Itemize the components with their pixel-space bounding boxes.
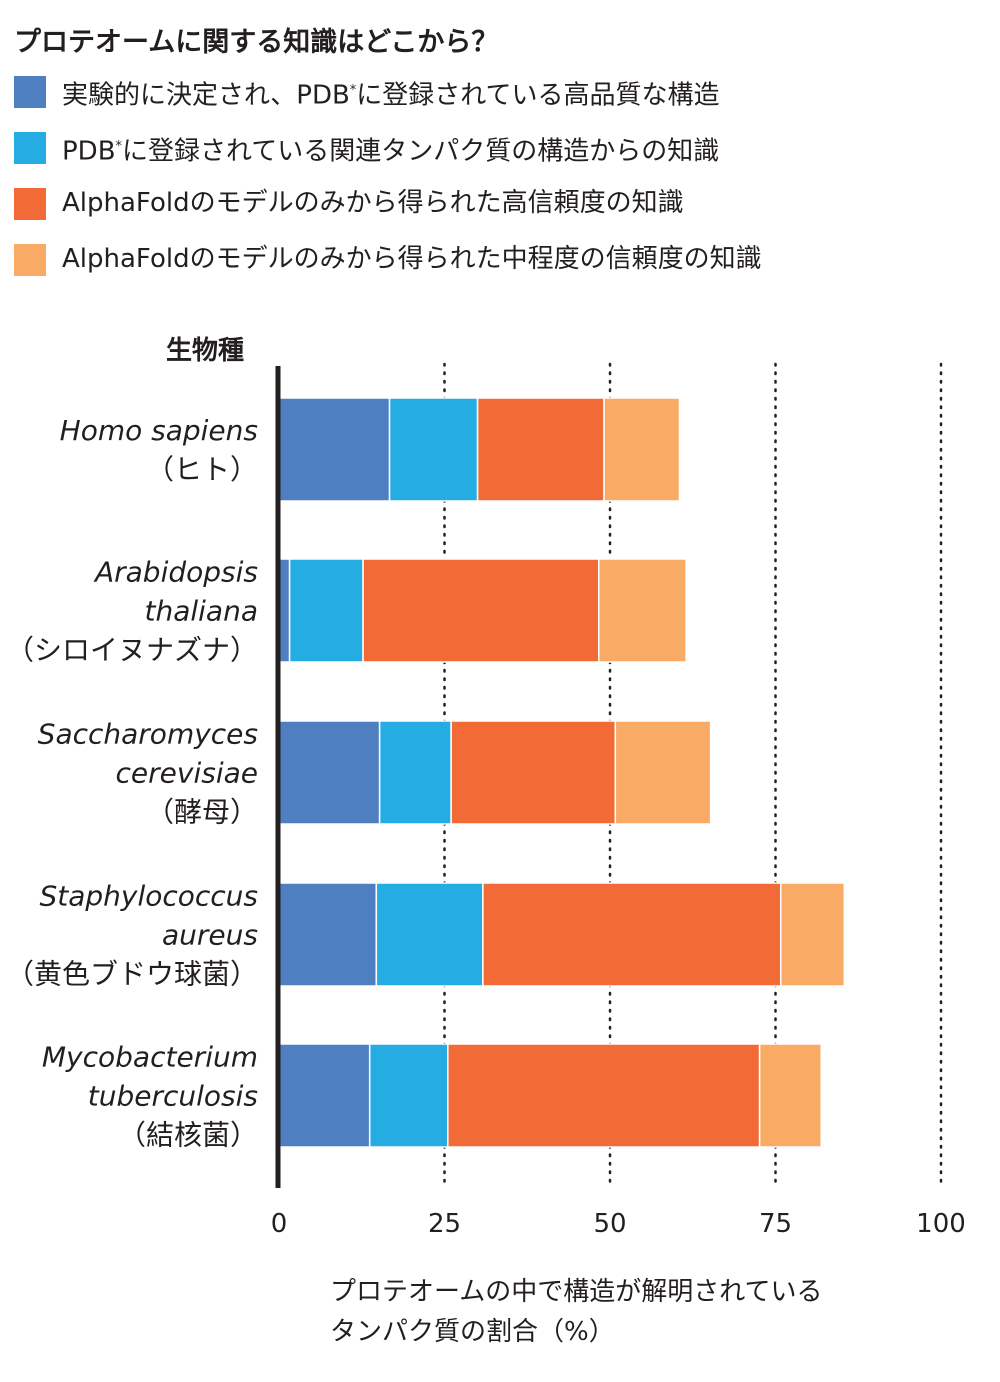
legend-swatch (14, 132, 46, 164)
bar-segment (278, 1043, 371, 1148)
category-label: （酵母） (146, 796, 258, 829)
bar-segment (378, 720, 452, 825)
bar-segment (278, 397, 391, 502)
x-tick-label: 25 (428, 1209, 461, 1239)
chart-title: プロテオームに関する知識はどこから？ (14, 27, 499, 58)
bar-segment (450, 720, 617, 825)
x-tick-label: 100 (916, 1209, 966, 1239)
bar-segment (603, 397, 681, 502)
bar-segment (288, 558, 364, 663)
legend-swatch (14, 188, 46, 220)
bar-segment (614, 720, 712, 825)
y-axis-title: 生物種 (166, 336, 244, 366)
bar-segment (597, 558, 687, 663)
bar-segment (368, 1043, 449, 1148)
category-label: cerevisiae (116, 757, 258, 790)
category-label: thaliana (144, 595, 258, 628)
x-axis-label: プロテオームの中で構造が解明されている タンパク質の割合（%） (330, 1277, 823, 1347)
bar-segment (375, 882, 484, 987)
bar-segment (362, 558, 600, 663)
bar-segment (780, 882, 846, 987)
legend-label: 実験的に決定され、PDB*に登録されている高品質な構造 (62, 80, 720, 111)
bar-segment (388, 397, 479, 502)
category-label: （結核菌） (118, 1119, 258, 1152)
category-label: Saccharomyces (38, 718, 258, 751)
category-label: （ヒト） (146, 453, 258, 486)
category-label: tuberculosis (88, 1080, 258, 1113)
legend-swatch (14, 244, 46, 276)
bar-segment (482, 882, 782, 987)
bar-segment (278, 558, 291, 663)
category-label: Staphylococcus (39, 880, 258, 913)
x-tick-label: 75 (759, 1209, 792, 1239)
x-tick-label: 50 (593, 1209, 626, 1239)
legend-label: PDB*に登録されている関連タンパク質の構造からの知識 (62, 136, 720, 167)
legend-swatch (14, 76, 46, 108)
category-label: （シロイヌナズナ） (6, 634, 258, 667)
x-tick-label: 0 (271, 1209, 288, 1239)
bar-segment (476, 397, 605, 502)
category-label: Arabidopsis (93, 556, 258, 589)
bar-segment (278, 720, 381, 825)
legend-label: AlphaFoldのモデルのみから得られた高信頼度の知識 (62, 188, 684, 218)
legend-label: AlphaFoldのモデルのみから得られた中程度の信頼度の知識 (62, 244, 762, 274)
bar-segment (447, 1043, 761, 1148)
category-label: aureus (162, 919, 258, 952)
category-label: Mycobacterium (42, 1041, 258, 1074)
category-label: （黄色ブドウ球菌） (6, 958, 258, 991)
bar-segment (758, 1043, 822, 1148)
bar-segment (278, 882, 378, 987)
category-label: Homo sapiens (60, 414, 258, 447)
